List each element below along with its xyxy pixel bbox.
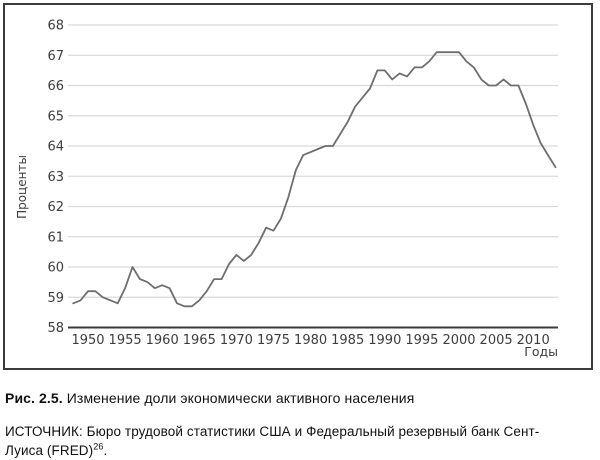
x-tick-label: 2005 [480, 333, 513, 348]
source-period: . [103, 443, 108, 458]
line-chart: 68 67 66 65 64 63 62 61 60 59 58 1950 1955 1960 1965 19… [15, 19, 558, 359]
y-tick-label: 67 [47, 49, 64, 64]
data-series-line [72, 51, 557, 308]
y-tick-label: 58 [47, 321, 64, 336]
y-tick-label: 64 [47, 140, 64, 155]
y-tick-label: 59 [47, 291, 64, 306]
source-superscript: 26 [93, 441, 104, 452]
source-note: ИСТОЧНИК: Бюро трудовой статистики США и… [5, 422, 597, 460]
figure-caption: Рис. 2.5. Изменение доли экономически ак… [5, 390, 595, 406]
x-tick-label: 1955 [109, 333, 142, 348]
source-line1: ИСТОЧНИК: Бюро трудовой статистики США и… [5, 424, 540, 439]
x-tick-label: 1985 [331, 333, 364, 348]
x-tick-label: 1995 [405, 333, 438, 348]
y-tick-label: 61 [47, 230, 64, 245]
y-tick-label: 62 [47, 200, 64, 215]
y-tick-label: 60 [47, 261, 64, 276]
x-tick-label: 1970 [220, 333, 253, 348]
y-tick-label: 65 [47, 109, 64, 124]
x-tick-label: 1980 [294, 333, 327, 348]
x-tick-label: 2010 [517, 333, 550, 348]
y-tick-label: 63 [47, 170, 64, 185]
x-tick-label: 1965 [183, 333, 216, 348]
source-line2: Луиса (FRED) [5, 443, 94, 458]
y-tick-label: 68 [47, 19, 64, 34]
figure-number: Рис. 2.5. [5, 390, 63, 406]
x-tick-label: 1975 [257, 333, 290, 348]
x-tick-label: 2000 [442, 333, 475, 348]
x-axis-title: Годы [524, 344, 558, 359]
y-tick-label: 66 [47, 79, 64, 94]
x-tick-label: 1950 [71, 333, 104, 348]
chart-frame: 68 67 66 65 64 63 62 61 60 59 58 1950 1955 1960 1965 19… [3, 3, 593, 370]
x-tick-label: 1990 [368, 333, 401, 348]
x-tick-label: 1960 [146, 333, 179, 348]
figure-title: Изменение доли экономически активного на… [66, 390, 415, 406]
y-axis-title: Проценты [15, 155, 29, 219]
